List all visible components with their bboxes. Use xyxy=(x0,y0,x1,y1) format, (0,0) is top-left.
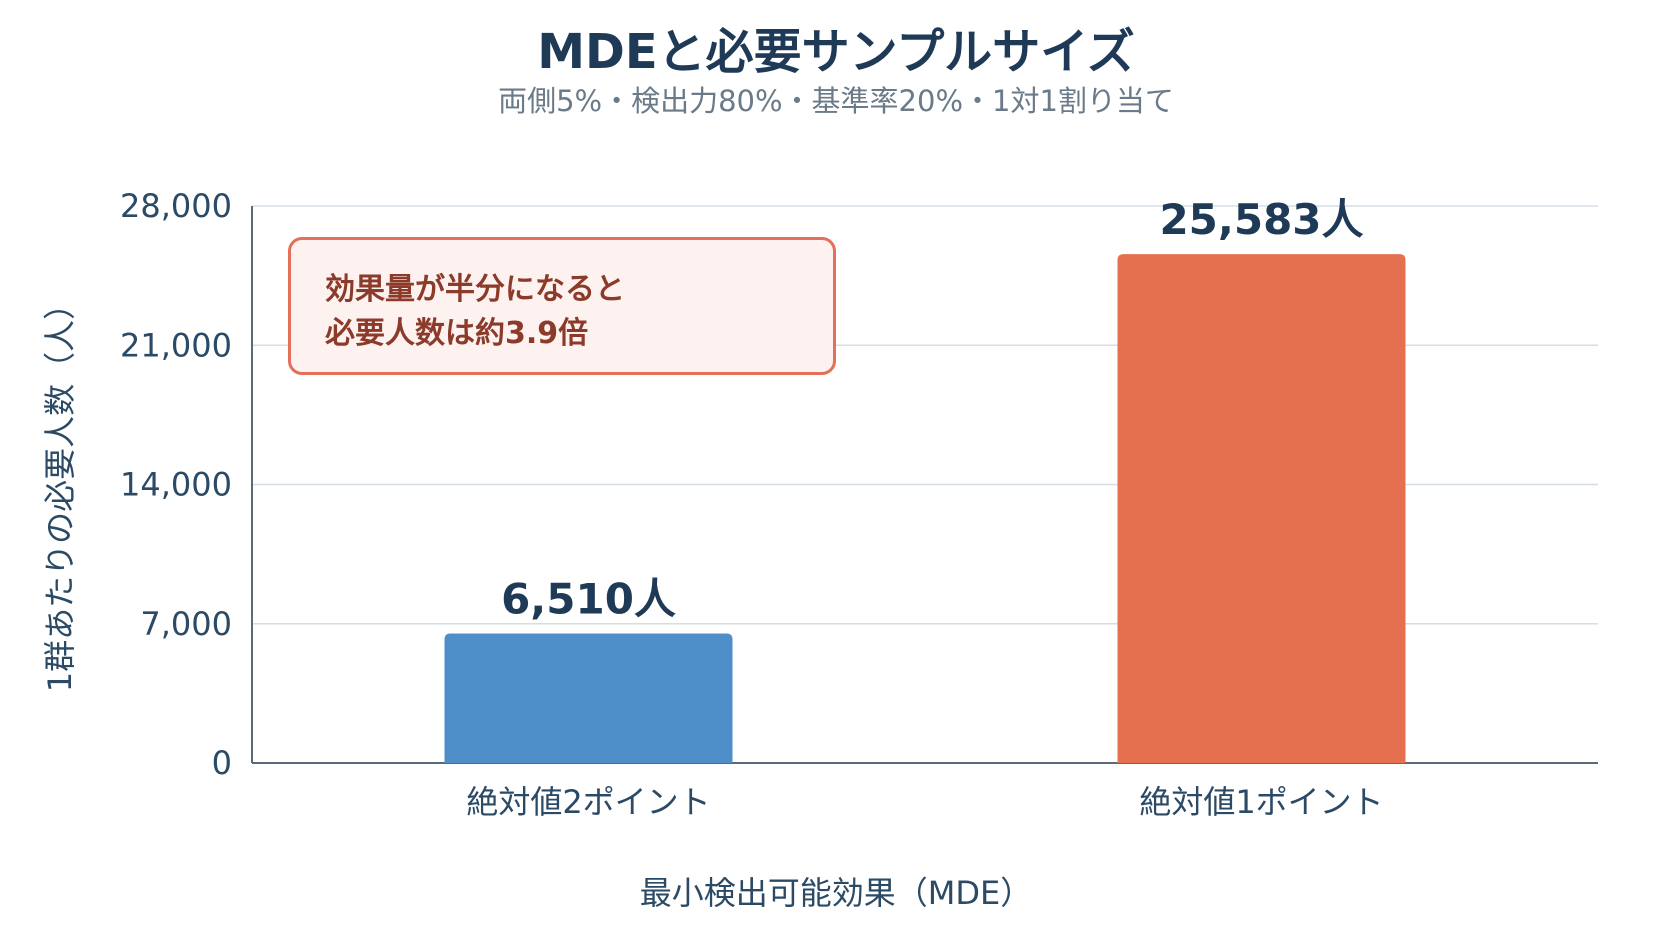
annotation-line-1: 効果量が半分になると xyxy=(325,272,625,307)
bar xyxy=(1117,254,1406,763)
x-tick-label: 絶対値1ポイント xyxy=(1139,783,1383,821)
x-tick-label: 絶対値2ポイント xyxy=(466,783,710,821)
y-tick-label: 21,000 xyxy=(120,326,232,364)
x-axis-label: 最小検出可能効果（MDE） xyxy=(639,874,1033,912)
y-tick-label: 28,000 xyxy=(120,187,232,225)
data-label: 25,583人 xyxy=(1159,195,1363,244)
data-label: 6,510人 xyxy=(501,574,676,623)
chart-subtitle: 両側5%・検出力80%・基準率20%・1対1割り当て xyxy=(498,84,1174,118)
bar xyxy=(444,633,733,763)
annotation-box: 効果量が半分になると 必要人数は約3.9倍 xyxy=(288,237,836,375)
chart-title: MDEと必要サンプルサイズ xyxy=(537,24,1135,80)
y-tick-label: 7,000 xyxy=(140,605,232,643)
y-tick-label: 0 xyxy=(212,744,232,782)
y-tick-label: 14,000 xyxy=(120,466,232,504)
annotation-line-2: 必要人数は約3.9倍 xyxy=(325,316,589,351)
